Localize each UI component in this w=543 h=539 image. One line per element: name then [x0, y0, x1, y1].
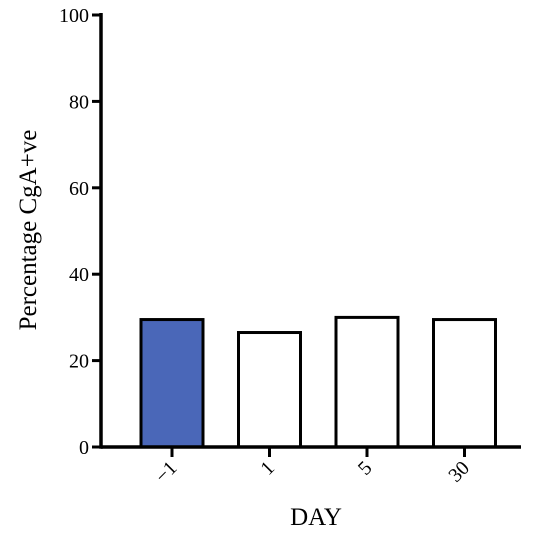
bar-0	[139, 318, 205, 449]
bar-1	[237, 331, 302, 449]
y-ticks-group: 0 20 40 60 80 100	[59, 5, 101, 459]
y-tick-label-5: 100	[59, 5, 89, 27]
y-axis-label: Percentage CgA+ve	[15, 130, 42, 331]
y-tick-label-3: 60	[69, 178, 89, 200]
bar-2	[334, 315, 400, 449]
x-axis-label: DAY	[290, 504, 342, 531]
bar-3	[432, 318, 497, 449]
x-tick-label-2: 5	[354, 457, 377, 480]
x-tick-label-1: 1	[256, 457, 279, 480]
x-tick-label-3: 30	[444, 457, 474, 487]
x-tick-label-0: −1	[151, 457, 182, 488]
bars-group	[139, 315, 497, 449]
y-tick-label-2: 40	[69, 264, 89, 286]
y-tick-label-4: 80	[69, 91, 89, 113]
y-tick-label-0: 0	[79, 437, 89, 459]
y-tick-label-1: 20	[69, 351, 89, 373]
x-ticks-group: −1 1 5 30	[151, 447, 474, 488]
